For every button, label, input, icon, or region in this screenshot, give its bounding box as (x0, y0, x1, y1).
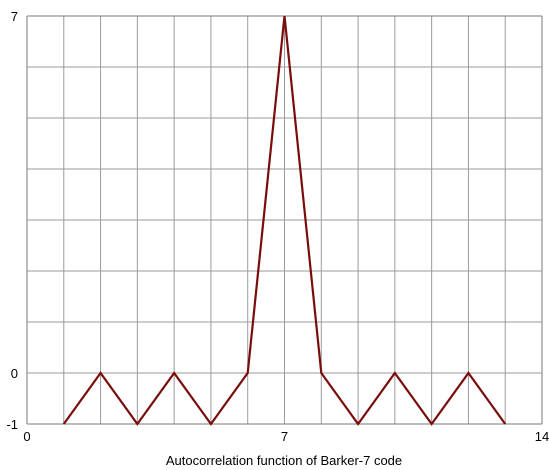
tick-labels: 0 7 14 -1 0 7 (6, 9, 549, 444)
y-tick-label: 0 (11, 366, 18, 381)
y-tick-label: 7 (11, 9, 18, 24)
x-tick-label: 0 (23, 429, 30, 444)
y-tick-label: -1 (6, 417, 18, 432)
series-layer (62, 15, 507, 426)
grid (26, 15, 543, 425)
x-tick-label: 7 (281, 429, 288, 444)
x-tick-label: 14 (535, 429, 549, 444)
x-axis-title: Autocorrelation function of Barker-7 cod… (166, 453, 402, 468)
